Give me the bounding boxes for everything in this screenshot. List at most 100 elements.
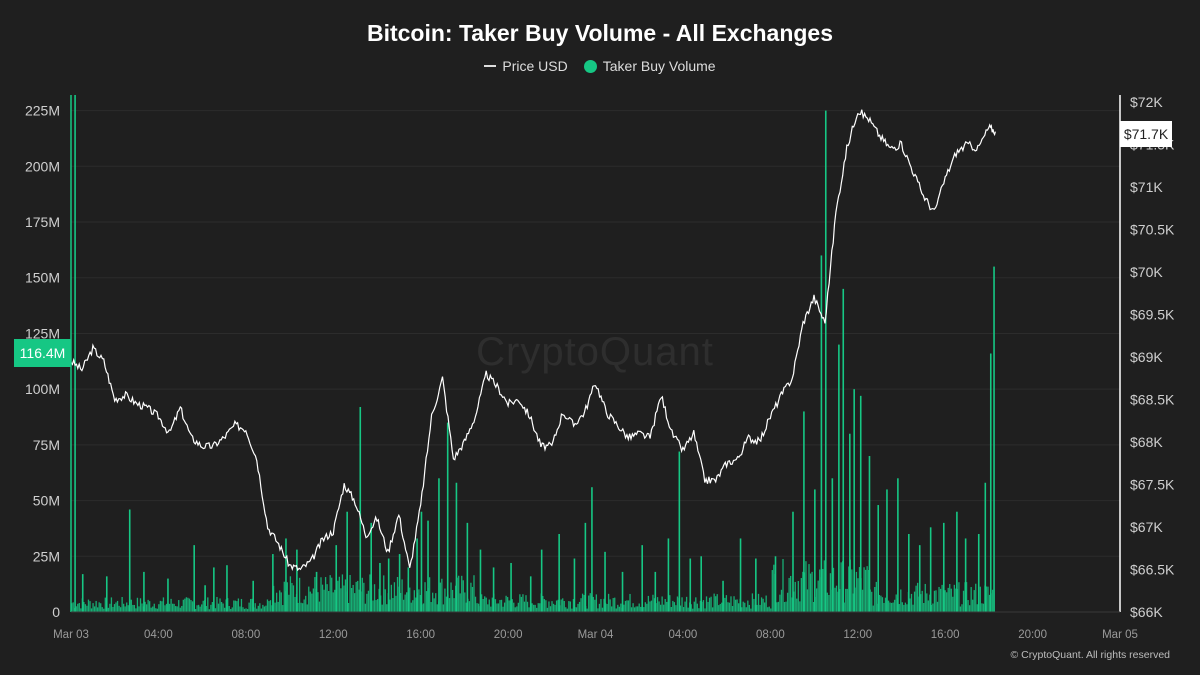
volume-bar	[355, 581, 357, 612]
volume-bar	[692, 608, 694, 612]
volume-bar	[719, 603, 721, 612]
volume-bar	[112, 606, 114, 612]
volume-bar	[909, 598, 911, 612]
volume-bar	[843, 602, 845, 612]
volume-bar	[436, 604, 438, 612]
volume-bar	[624, 600, 627, 612]
volume-bar	[473, 575, 475, 612]
volume-bar	[852, 593, 855, 612]
legend-item-price[interactable]: Price USD	[484, 58, 568, 74]
volume-bar	[750, 608, 752, 612]
volume-bar	[563, 600, 565, 612]
volume-bar	[259, 603, 261, 612]
volume-bar	[274, 602, 276, 612]
volume-bar	[565, 607, 567, 612]
volume-bar	[445, 596, 448, 612]
volume-bar	[923, 602, 925, 612]
volume-bar	[737, 603, 740, 612]
volume-bar	[918, 545, 921, 612]
volume-bar	[245, 608, 247, 612]
volume-bar	[230, 609, 232, 612]
volume-bar	[324, 577, 327, 612]
volume-bar	[466, 522, 469, 612]
x-tick-label: 16:00	[406, 629, 435, 641]
volume-bar	[156, 608, 158, 612]
volume-bar	[595, 594, 598, 612]
volume-bar	[780, 589, 783, 612]
volume-bar	[635, 606, 637, 612]
volume-bar	[413, 590, 415, 612]
x-tick-label: 16:00	[931, 629, 960, 641]
volume-bar	[702, 600, 705, 612]
legend-item-volume[interactable]: Taker Buy Volume	[583, 58, 716, 74]
volume-bar	[419, 595, 422, 612]
volume-bar	[196, 605, 198, 612]
volume-bar	[762, 598, 764, 612]
volume-bar	[205, 605, 207, 612]
volume-bar	[474, 596, 477, 612]
volume-bar	[790, 575, 792, 612]
volume-bar	[673, 602, 676, 612]
volume-bar	[236, 601, 238, 612]
volume-bar	[138, 606, 140, 612]
volume-bar	[294, 596, 296, 612]
volume-bar	[246, 609, 249, 612]
volume-bar	[329, 575, 331, 612]
volume-bar	[115, 602, 117, 612]
volume-bar	[822, 568, 824, 612]
volume-bar	[393, 582, 396, 612]
volume-bar	[759, 604, 761, 612]
volume-bar	[520, 596, 523, 612]
volume-bar	[819, 569, 821, 612]
volume-bar	[658, 601, 660, 612]
y-left-tick-label: 0	[52, 604, 60, 620]
volume-bar	[265, 605, 267, 612]
volume-bar	[446, 422, 449, 612]
volume-bar	[435, 593, 437, 612]
volume-bar	[757, 593, 760, 612]
volume-bar	[379, 562, 381, 612]
volume-bar	[335, 545, 338, 612]
volume-bar	[597, 608, 599, 612]
volume-bar	[214, 608, 217, 612]
volume-bar	[242, 607, 244, 612]
price-line-swatch	[484, 65, 497, 67]
volume-bar	[777, 601, 780, 612]
volume-bar	[528, 607, 530, 612]
volume-bar	[283, 581, 285, 612]
volume-bar	[251, 598, 253, 612]
volume-bar	[976, 604, 978, 612]
volume-bar	[742, 601, 744, 612]
volume-bar	[427, 520, 429, 612]
volume-bar	[228, 606, 230, 612]
volume-bar	[444, 588, 446, 612]
volume-bar	[679, 605, 682, 612]
volume-bar	[532, 604, 535, 612]
volume-bar	[704, 608, 706, 612]
volume-bar	[592, 596, 594, 612]
volume-bar	[653, 598, 656, 612]
grid-lines	[71, 110, 1120, 613]
volume-bar	[968, 605, 971, 612]
volume-bar	[312, 588, 315, 612]
volume-bar	[479, 549, 482, 612]
y-left-tick-label: 150M	[25, 270, 60, 286]
volume-bar	[161, 601, 163, 612]
volume-bar	[269, 600, 272, 612]
volume-bar	[545, 600, 547, 612]
volume-bar	[664, 599, 666, 612]
volume-bar	[571, 608, 573, 612]
chart-legend: Price USD Taker Buy Volume	[0, 58, 1200, 74]
volume-bar	[418, 589, 420, 612]
volume-bar	[529, 576, 532, 612]
volume-bar	[916, 582, 919, 612]
volume-bar	[939, 588, 942, 612]
volume-bar	[170, 598, 172, 612]
volume-bar	[389, 599, 391, 612]
x-tick-label: 04:00	[669, 629, 698, 641]
volume-bar	[877, 505, 880, 612]
volume-bar	[508, 600, 510, 612]
volume-bar	[855, 571, 858, 612]
volume-bar	[471, 586, 474, 612]
volume-bar	[811, 571, 813, 612]
